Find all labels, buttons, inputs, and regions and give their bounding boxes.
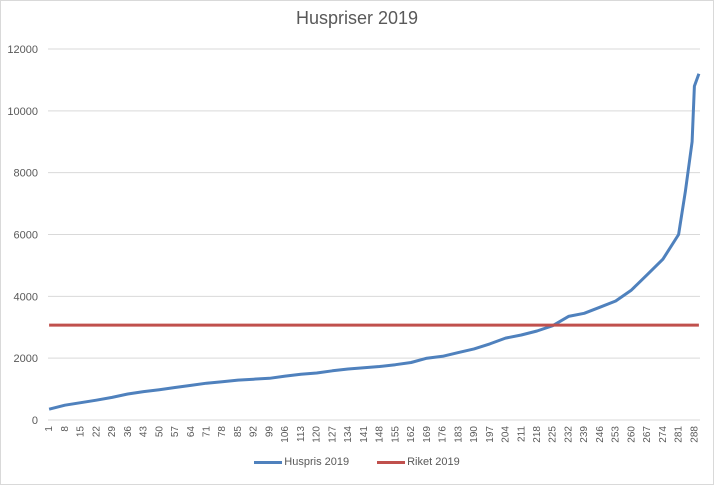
x-tick-label: 176 bbox=[438, 426, 449, 443]
x-tick-label: 22 bbox=[91, 426, 102, 438]
x-tick-label: 50 bbox=[154, 426, 165, 438]
x-tick-label: 8 bbox=[60, 426, 71, 432]
x-tick-label: 274 bbox=[658, 426, 669, 443]
series-huspris-line bbox=[48, 73, 701, 411]
x-tick-label: 204 bbox=[501, 426, 512, 443]
x-tick-label: 253 bbox=[611, 426, 622, 443]
x-tick-label: 218 bbox=[532, 426, 543, 443]
y-tick-label: 4000 bbox=[14, 291, 38, 303]
legend-item-riket: Riket 2019 bbox=[377, 456, 460, 468]
x-tick-label: 43 bbox=[139, 426, 150, 438]
y-tick-label: 6000 bbox=[14, 230, 38, 242]
x-tick-label: 36 bbox=[123, 426, 134, 438]
x-tick-label: 155 bbox=[390, 426, 401, 443]
x-tick-label: 64 bbox=[186, 426, 197, 438]
x-tick-label: 281 bbox=[674, 426, 685, 443]
legend-swatch-huspris bbox=[254, 460, 283, 464]
legend-swatch-riket bbox=[377, 460, 406, 464]
y-tick-label: 10000 bbox=[7, 106, 38, 118]
x-tick-label: 134 bbox=[343, 426, 354, 443]
x-tick-label: 141 bbox=[359, 426, 370, 443]
x-tick-label: 267 bbox=[642, 426, 653, 443]
x-tick-label: 225 bbox=[548, 426, 559, 443]
x-tick-label: 15 bbox=[76, 426, 87, 438]
x-tick-label: 29 bbox=[107, 426, 118, 438]
x-tick-label: 197 bbox=[485, 426, 496, 443]
x-tick-label: 71 bbox=[202, 426, 213, 438]
x-tick-label: 239 bbox=[579, 426, 590, 443]
legend-item-huspris: Huspris 2019 bbox=[254, 456, 349, 468]
x-tick-label: 246 bbox=[595, 426, 606, 443]
x-tick-label: 288 bbox=[689, 426, 700, 443]
x-tick-label: 85 bbox=[233, 426, 244, 438]
x-tick-label: 113 bbox=[296, 426, 307, 442]
x-tick-label: 232 bbox=[563, 426, 574, 443]
x-tick-label: 1 bbox=[44, 426, 55, 432]
x-tick-label: 99 bbox=[264, 426, 275, 438]
x-tick-label: 190 bbox=[469, 426, 480, 443]
x-tick-label: 162 bbox=[406, 426, 417, 443]
x-tick-label: 211 bbox=[516, 426, 527, 442]
y-tick-label: 12000 bbox=[7, 44, 38, 56]
x-tick-label: 183 bbox=[453, 426, 464, 443]
x-tick-label: 169 bbox=[422, 426, 433, 443]
legend-label-huspris: Huspris 2019 bbox=[284, 456, 350, 468]
chart-title: Huspriser 2019 bbox=[295, 8, 419, 28]
x-tick-label: 92 bbox=[249, 426, 260, 438]
x-tick-label: 78 bbox=[217, 426, 228, 438]
y-tick-label: 2000 bbox=[14, 353, 38, 365]
x-tick-label: 120 bbox=[312, 426, 323, 443]
legend: Huspris 2019 Riket 2019 bbox=[0, 456, 714, 468]
x-tick-label: 260 bbox=[626, 426, 637, 443]
y-tick-label: 0 bbox=[32, 415, 38, 427]
legend-label-riket: Riket 2019 bbox=[407, 456, 460, 468]
x-tick-label: 148 bbox=[375, 426, 386, 443]
x-tick-label: 106 bbox=[280, 426, 291, 443]
y-tick-label: 8000 bbox=[14, 168, 38, 180]
x-tick-label: 57 bbox=[170, 426, 181, 438]
x-tick-label: 127 bbox=[327, 426, 338, 443]
